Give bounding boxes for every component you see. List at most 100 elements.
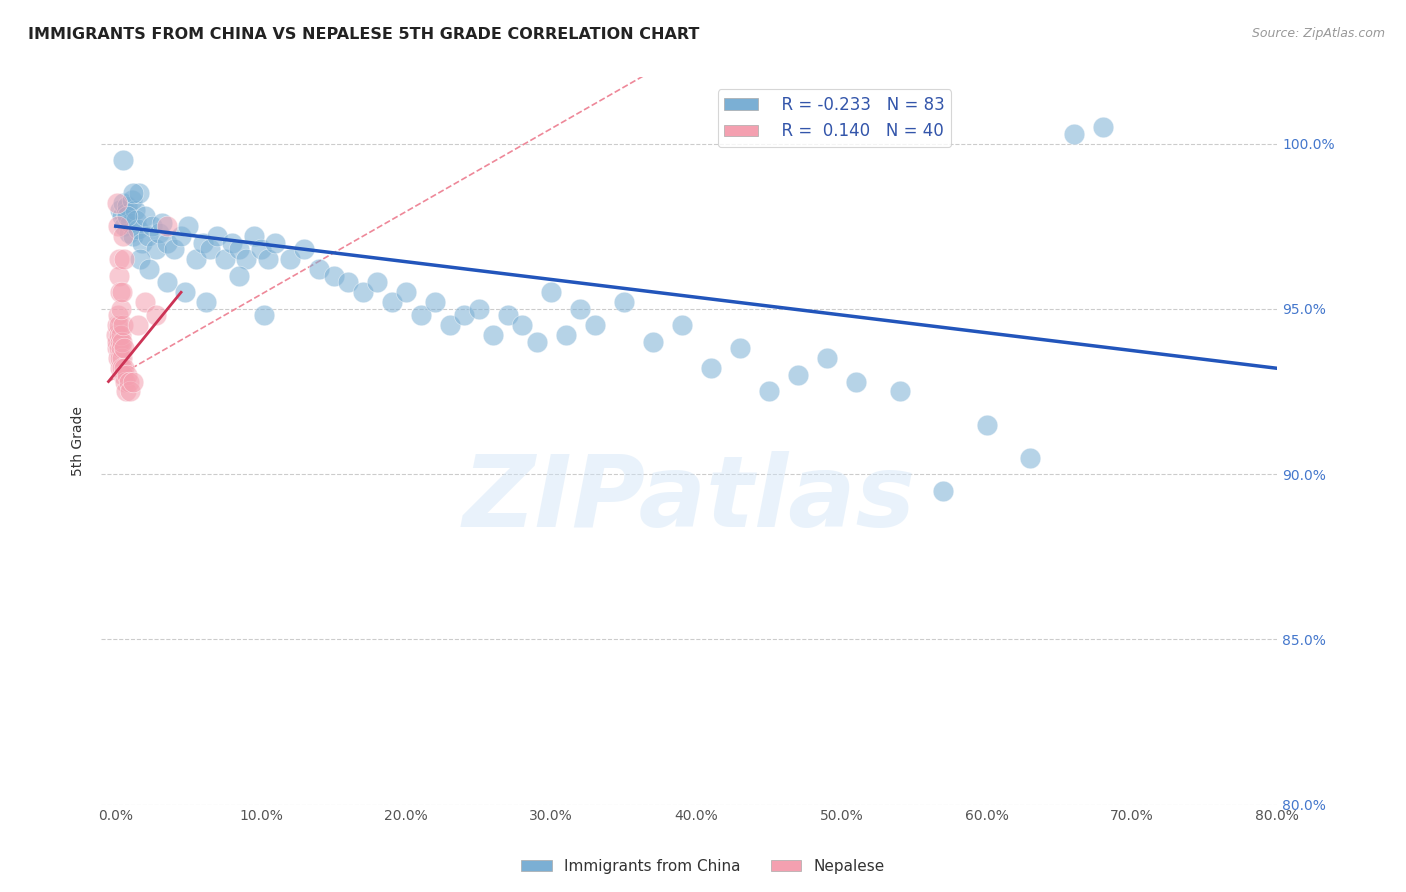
- Point: [174, 285, 197, 300]
- Point: [128, 186, 150, 201]
- Point: [118, 375, 141, 389]
- Point: [145, 243, 167, 257]
- Text: Source: ZipAtlas.com: Source: ZipAtlas.com: [1251, 27, 1385, 40]
- Point: [366, 276, 388, 290]
- Y-axis label: 5th Grade: 5th Grade: [72, 406, 86, 476]
- Point: [671, 318, 693, 333]
- Point: [976, 417, 998, 432]
- Point: [107, 252, 129, 267]
- Point: [583, 318, 606, 333]
- Point: [105, 328, 128, 343]
- Point: [111, 361, 134, 376]
- Point: [337, 276, 360, 290]
- Point: [141, 219, 163, 234]
- Point: [728, 342, 751, 356]
- Point: [105, 196, 128, 211]
- Point: [453, 309, 475, 323]
- Point: [409, 309, 432, 323]
- Point: [184, 252, 207, 267]
- Point: [107, 309, 129, 323]
- Point: [110, 328, 132, 343]
- Point: [170, 229, 193, 244]
- Point: [381, 295, 404, 310]
- Point: [815, 351, 838, 366]
- Point: [613, 295, 636, 310]
- Point: [1092, 120, 1115, 134]
- Point: [177, 219, 200, 234]
- Point: [108, 268, 131, 283]
- Point: [125, 212, 148, 227]
- Point: [540, 285, 562, 300]
- Point: [124, 202, 146, 217]
- Point: [107, 219, 129, 234]
- Point: [138, 262, 160, 277]
- Point: [889, 384, 911, 399]
- Point: [114, 252, 136, 267]
- Point: [352, 285, 374, 300]
- Point: [136, 229, 159, 244]
- Point: [526, 334, 548, 349]
- Point: [110, 285, 132, 300]
- Point: [108, 361, 131, 376]
- Point: [264, 235, 287, 250]
- Point: [1019, 450, 1042, 465]
- Point: [121, 193, 143, 207]
- Point: [134, 295, 156, 310]
- Legend:   R = -0.233   N = 83,   R =  0.140   N = 40: R = -0.233 N = 83, R = 0.140 N = 40: [717, 89, 952, 147]
- Point: [114, 219, 136, 234]
- Point: [111, 196, 134, 211]
- Point: [641, 334, 664, 349]
- Point: [127, 222, 149, 236]
- Point: [787, 368, 810, 382]
- Point: [108, 351, 131, 366]
- Point: [228, 268, 250, 283]
- Point: [253, 309, 276, 323]
- Point: [110, 209, 132, 223]
- Point: [110, 351, 132, 366]
- Point: [322, 268, 344, 283]
- Point: [257, 252, 280, 267]
- Point: [120, 384, 142, 399]
- Point: [110, 342, 132, 356]
- Point: [115, 206, 138, 220]
- Point: [111, 368, 134, 382]
- Point: [482, 328, 505, 343]
- Point: [148, 226, 170, 240]
- Point: [122, 229, 145, 244]
- Point: [395, 285, 418, 300]
- Point: [112, 342, 135, 356]
- Point: [111, 229, 134, 244]
- Point: [932, 483, 955, 498]
- Point: [122, 186, 145, 201]
- Point: [496, 309, 519, 323]
- Point: [105, 318, 128, 333]
- Point: [145, 309, 167, 323]
- Point: [228, 243, 250, 257]
- Point: [758, 384, 780, 399]
- Point: [111, 318, 134, 333]
- Point: [510, 318, 533, 333]
- Point: [110, 334, 132, 349]
- Point: [118, 226, 141, 240]
- Point: [105, 342, 128, 356]
- Point: [423, 295, 446, 310]
- Point: [129, 252, 152, 267]
- Point: [221, 235, 243, 250]
- Point: [108, 202, 131, 217]
- Point: [1063, 127, 1085, 141]
- Point: [114, 375, 136, 389]
- Point: [214, 252, 236, 267]
- Point: [122, 375, 145, 389]
- Point: [108, 318, 131, 333]
- Point: [207, 229, 229, 244]
- Point: [107, 351, 129, 366]
- Point: [294, 243, 316, 257]
- Point: [191, 235, 214, 250]
- Point: [569, 301, 592, 316]
- Point: [108, 285, 131, 300]
- Point: [120, 216, 142, 230]
- Point: [114, 361, 136, 376]
- Point: [127, 318, 149, 333]
- Point: [155, 235, 177, 250]
- Point: [134, 209, 156, 223]
